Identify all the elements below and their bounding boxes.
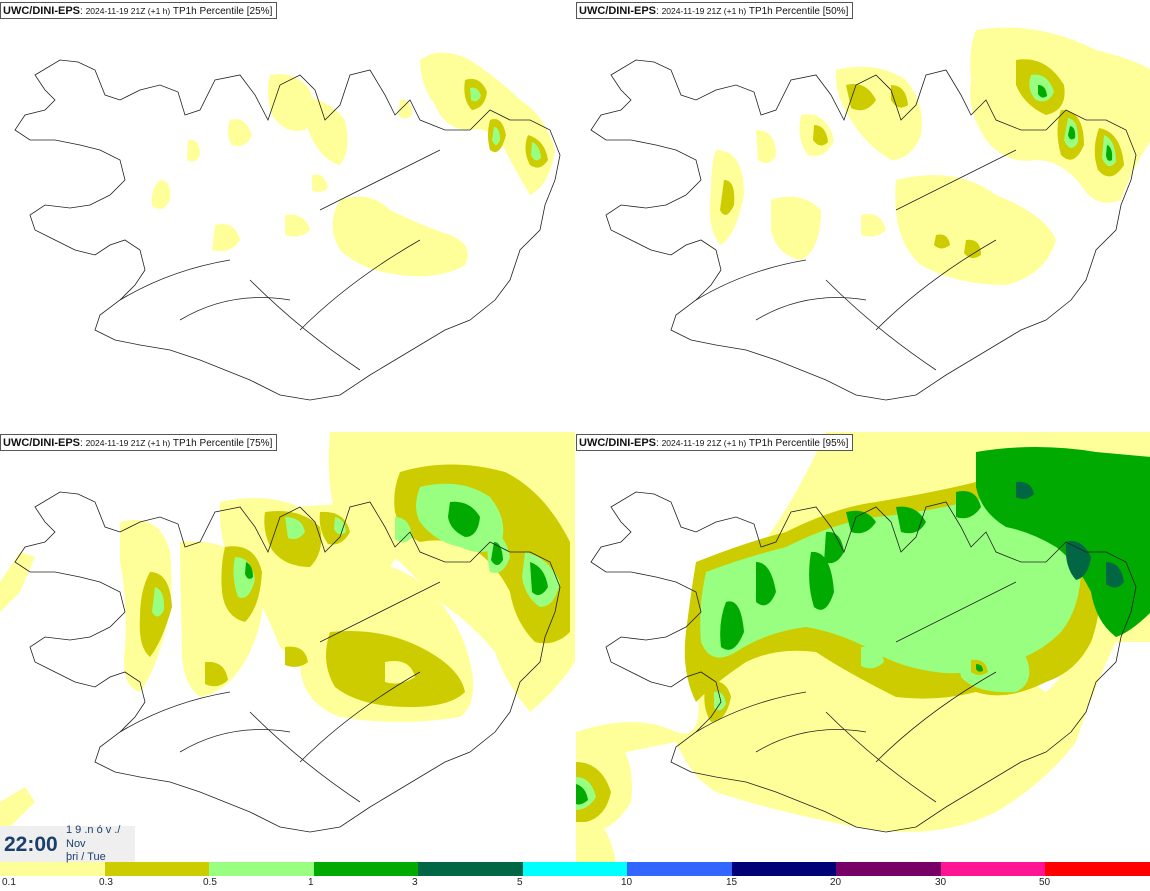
colorbar-swatch <box>418 862 523 876</box>
field-name: TP1h Percentile [75%] <box>172 438 273 449</box>
run-time: 2024-11-19 21Z (+1 h) <box>661 438 747 448</box>
model-name: UWC/DINI-EPS <box>3 5 80 17</box>
colorbar-swatch <box>522 862 628 876</box>
valid-time-clock: 22:00 <box>4 833 58 856</box>
precip-map <box>590 27 1150 401</box>
colorbar-swatch <box>104 862 210 876</box>
model-name: UWC/DINI-EPS <box>579 5 656 17</box>
colorbar-swatch <box>209 862 314 876</box>
colorbar-swatch <box>313 862 419 876</box>
map-panel-p95: UWC/DINI-EPS: 2024-11-19 21Z (+1 h) TP1h… <box>576 432 1150 862</box>
colorbar-label: 1 <box>308 877 314 888</box>
map-panel-p75: UWC/DINI-EPS: 2024-11-19 21Z (+1 h) TP1h… <box>0 432 575 862</box>
panel-title: UWC/DINI-EPS: 2024-11-19 21Z (+1 h) TP1h… <box>576 2 854 19</box>
colorbar-label: 50 <box>1039 877 1051 888</box>
field-name: TP1h Percentile [25%] <box>172 6 273 17</box>
colorbar-label: 10 <box>621 877 633 888</box>
precip-map <box>576 432 1150 862</box>
map-panel-p25: UWC/DINI-EPS: 2024-11-19 21Z (+1 h) TP1h… <box>0 0 575 430</box>
precip-map <box>0 432 575 833</box>
field-name: TP1h Percentile [50%] <box>748 6 849 17</box>
panel-title: UWC/DINI-EPS: 2024-11-19 21Z (+1 h) TP1h… <box>0 434 278 451</box>
colorbar-swatch <box>836 862 941 876</box>
valid-time-weekday: þri / Tue <box>66 851 106 863</box>
panel-title: UWC/DINI-EPS: 2024-11-19 21Z (+1 h) TP1h… <box>0 2 278 19</box>
colorbar-swatch <box>1045 862 1150 876</box>
map-panel-p50: UWC/DINI-EPS: 2024-11-19 21Z (+1 h) TP1h… <box>576 0 1150 430</box>
colorbar-swatch <box>940 862 1046 876</box>
precip-map <box>14 52 561 401</box>
run-time: 2024-11-19 21Z (+1 h) <box>661 6 747 16</box>
colorbar-swatch <box>731 862 837 876</box>
colorbar-label: 3 <box>412 877 418 888</box>
run-time: 2024-11-19 21Z (+1 h) <box>85 438 171 448</box>
panel-title: UWC/DINI-EPS: 2024-11-19 21Z (+1 h) TP1h… <box>576 434 854 451</box>
colorbar-labels: 0.1 0.3 0.5 1 3 5 10 15 20 30 50 <box>0 877 1150 891</box>
colorbar-label: 0.5 <box>203 877 217 888</box>
valid-time-month: Nov <box>66 838 86 850</box>
model-name: UWC/DINI-EPS <box>579 437 656 449</box>
model-name: UWC/DINI-EPS <box>3 437 80 449</box>
valid-time-day: 1 9 .n ó v ./ <box>66 824 121 836</box>
colorbar-swatch <box>0 862 105 876</box>
precip-colorbar <box>0 862 1150 876</box>
colorbar-label: 5 <box>517 877 523 888</box>
colorbar-label: 20 <box>830 877 842 888</box>
valid-time-box: 22:00 1 9 .n ó v ./ Nov þri / Tue <box>0 824 135 863</box>
colorbar-label: 0.1 <box>2 877 16 888</box>
colorbar-label: 30 <box>935 877 947 888</box>
colorbar-swatch <box>627 862 732 876</box>
colorbar-label: 15 <box>726 877 738 888</box>
run-time: 2024-11-19 21Z (+1 h) <box>85 6 171 16</box>
colorbar-label: 0.3 <box>99 877 113 888</box>
field-name: TP1h Percentile [95%] <box>748 438 849 449</box>
